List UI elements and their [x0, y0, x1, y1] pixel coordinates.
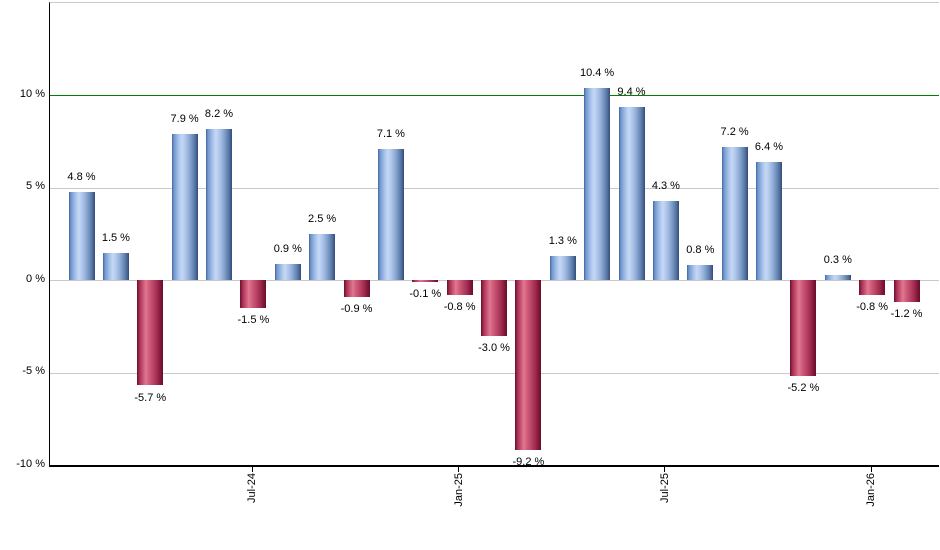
x-axis-tick [458, 466, 460, 472]
bar [446, 280, 473, 295]
bar-value-label: 1.3 % [548, 235, 577, 248]
x-axis-label: Jul-25 [658, 473, 671, 503]
bar-value-label: 2.5 % [308, 213, 337, 225]
bar [893, 280, 920, 303]
bar-value-label: -3.0 % [478, 341, 510, 354]
bar-value-label: 7.2 % [720, 126, 749, 139]
bar [343, 280, 370, 297]
bar [240, 280, 267, 308]
bar-value-label: -9.2 % [512, 456, 545, 469]
bar [68, 191, 95, 281]
reference-line-10pct [50, 95, 939, 97]
x-axis-tick [870, 466, 872, 472]
x-axis-label: Jan-25 [452, 473, 465, 507]
x-axis-tick [251, 466, 253, 472]
bar [652, 200, 679, 281]
bar-value-label: 7.1 % [376, 128, 405, 140]
plot-area: 4.8 % 1.5 % -5.7 % 7.9 % 8.2 % -1.5 % 0.9 % 2.5… [49, 2, 939, 469]
y-axis-label: 10 % [19, 87, 45, 100]
x-axis-tick [664, 466, 666, 472]
bar [412, 280, 439, 282]
bar-value-label: 1.5 % [101, 231, 130, 244]
bar [859, 280, 886, 295]
bar-value-label: 8.2 % [204, 107, 234, 120]
bar-value-label: -1.2 % [890, 308, 923, 321]
y-axis-label: -10 % [16, 457, 45, 470]
bar [377, 149, 404, 281]
bar [584, 88, 611, 281]
bar-value-label: 0.9 % [273, 242, 302, 255]
bar [274, 263, 301, 281]
bar [171, 134, 198, 281]
bar-value-label: -1.5 % [237, 313, 270, 326]
bar [206, 128, 232, 281]
bar-value-label: -0.9 % [340, 302, 373, 315]
bar [481, 280, 507, 336]
bar-value-label: 4.8 % [67, 170, 96, 183]
x-axis-label: Jul-24 [246, 473, 259, 503]
bar-value-label: -0.8 % [856, 301, 888, 313]
x-axis-label: Jan-26 [865, 473, 878, 507]
bar [756, 161, 782, 281]
y-axis-label: 5 % [26, 180, 45, 193]
bar [102, 252, 129, 281]
bar-value-label: 10.4 % [579, 67, 615, 79]
bar [790, 280, 817, 377]
grid-line-5pct [50, 187, 939, 189]
bar-value-label: -0.8 % [443, 301, 476, 313]
bar-value-label: 0.8 % [686, 244, 715, 257]
bar-value-label: 4.3 % [651, 179, 680, 192]
bar [618, 106, 645, 281]
bar-value-label: 9.4 % [617, 85, 646, 98]
bar-value-label: -5.7 % [134, 391, 167, 404]
grid-line--5pct [50, 372, 939, 374]
bar-value-label: 0.3 % [823, 253, 852, 266]
bar [137, 280, 164, 386]
bar-value-label: -5.2 % [787, 382, 820, 395]
y-axis-label: 0 % [26, 272, 45, 285]
bar [687, 265, 714, 281]
y-axis-label: -5 % [22, 365, 45, 378]
bar-value-label: 7.9 % [170, 113, 199, 126]
bar [515, 280, 542, 451]
bar [549, 256, 576, 281]
bar [309, 234, 336, 281]
bar [824, 274, 851, 281]
bar [721, 147, 748, 281]
bar-value-label: -0.1 % [409, 288, 442, 300]
bar-value-label: 6.4 % [754, 140, 784, 153]
